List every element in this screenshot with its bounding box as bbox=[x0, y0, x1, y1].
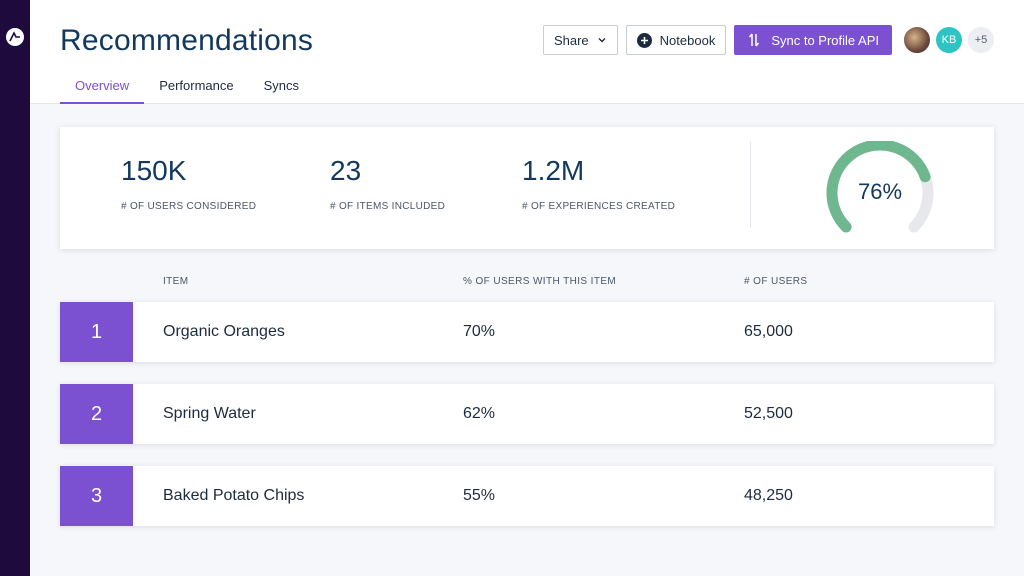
page-title: Recommendations bbox=[60, 24, 314, 57]
row-pct-users: 62% bbox=[463, 405, 496, 422]
row-item-name: Organic Oranges bbox=[163, 323, 285, 340]
sync-icon bbox=[749, 33, 760, 47]
gauge-percentage-text: 76% bbox=[857, 179, 903, 204]
table-row[interactable]: 3 Baked Potato Chips 55% 48,250 bbox=[60, 466, 994, 526]
tab-overview[interactable]: Overview bbox=[60, 70, 145, 104]
row-item-name: Baked Potato Chips bbox=[163, 487, 305, 504]
column-header-item: ITEM bbox=[163, 276, 189, 287]
tab-bar: Overview Performance Syncs bbox=[60, 70, 314, 104]
stat-label: # OF USERS CONSIDERED bbox=[121, 201, 257, 212]
row-pct-users: 70% bbox=[463, 323, 496, 340]
percentage-gauge bbox=[826, 141, 934, 233]
stat-value: 23 bbox=[330, 155, 362, 186]
plus-circle-icon bbox=[636, 32, 652, 48]
share-button[interactable]: Share bbox=[542, 25, 618, 55]
app-logo-icon[interactable] bbox=[6, 28, 24, 46]
share-button-label: Share bbox=[553, 32, 589, 48]
stat-experiences-created: 1.2M # OF EXPERIENCES CREATED bbox=[522, 155, 675, 212]
table-row[interactable]: 2 Spring Water 62% 52,500 bbox=[60, 384, 994, 444]
stats-card: 150K # OF USERS CONSIDERED 23 # OF ITEMS… bbox=[60, 127, 994, 249]
stat-value: 1.2M bbox=[522, 155, 585, 186]
header-actions: Share Notebook Sync to Profile API KB +5 bbox=[542, 25, 996, 55]
row-num-users: 48,250 bbox=[744, 487, 793, 504]
sync-button-label: Sync to Profile API bbox=[771, 32, 879, 48]
chevron-down-icon bbox=[598, 38, 606, 43]
avatar[interactable] bbox=[902, 25, 932, 55]
column-header-pct-users: % OF USERS WITH THIS ITEM bbox=[463, 276, 617, 287]
more-collaborators-badge[interactable]: +5 bbox=[966, 25, 996, 55]
collaborator-avatars: KB +5 bbox=[900, 25, 996, 55]
notebook-button[interactable]: Notebook bbox=[625, 25, 727, 55]
page-header: Recommendations Overview Performance Syn… bbox=[30, 0, 1024, 104]
row-item-name: Spring Water bbox=[163, 405, 256, 422]
row-rank: 3 bbox=[60, 466, 133, 526]
row-rank: 1 bbox=[60, 302, 133, 362]
table-header: ITEM % OF USERS WITH THIS ITEM # OF USER… bbox=[0, 276, 1024, 290]
table-row[interactable]: 1 Organic Oranges 70% 65,000 bbox=[60, 302, 994, 362]
stat-value: 150K bbox=[121, 155, 187, 186]
row-num-users: 65,000 bbox=[744, 323, 793, 340]
tab-syncs[interactable]: Syncs bbox=[263, 78, 300, 93]
stat-users-considered: 150K # OF USERS CONSIDERED bbox=[121, 155, 256, 212]
row-rank: 2 bbox=[60, 384, 133, 444]
stat-label: # OF EXPERIENCES CREATED bbox=[522, 201, 676, 212]
sidebar bbox=[0, 0, 30, 576]
tab-performance[interactable]: Performance bbox=[159, 78, 234, 93]
stat-items-included: 23 # OF ITEMS INCLUDED bbox=[330, 155, 445, 212]
gauge-fill bbox=[826, 141, 931, 233]
sync-to-profile-api-button[interactable]: Sync to Profile API bbox=[734, 25, 892, 55]
avatar-initials[interactable]: KB bbox=[934, 25, 964, 55]
row-pct-users: 55% bbox=[463, 487, 496, 504]
stat-label: # OF ITEMS INCLUDED bbox=[330, 201, 446, 212]
notebook-button-label: Notebook bbox=[659, 32, 716, 48]
row-num-users: 52,500 bbox=[744, 405, 793, 422]
divider bbox=[750, 142, 751, 228]
column-header-num-users: # OF USERS bbox=[744, 276, 808, 287]
